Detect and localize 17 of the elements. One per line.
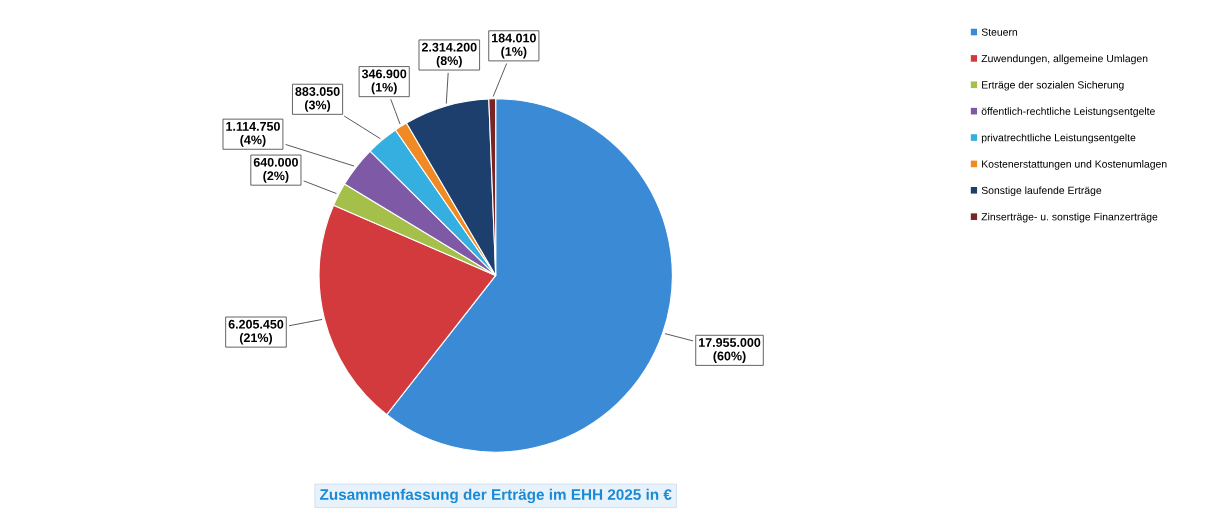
legend-label: öffentlich-rechtliche Leistungsentgelte [981, 107, 1155, 117]
data-label: 1.114.750 (4%) [226, 121, 280, 147]
legend-label: privatrechtliche Leistungsentgelte [981, 133, 1136, 144]
legend-label: Steuern [981, 28, 1018, 36]
data-label: 883.050 (3%) [295, 87, 340, 112]
data-label: 17.955.000 (60%) [699, 338, 761, 363]
text: Zusammenfassung der Erträge im EHH 2025 in € [319, 488, 672, 504]
data-label: 346.900 (1%) [361, 69, 407, 95]
data-label: 6.205.450 (21%) [228, 319, 284, 345]
legend-label: Sonstige laufende Erträge [981, 186, 1102, 197]
legend-label: Erträge der sozialen Sicherung [982, 80, 1124, 91]
legend-label: Kostenerstattungen und Kostenumlagen [982, 160, 1167, 170]
legend-label: Zinserträge- u. sonstige Finanzerträge [981, 212, 1158, 223]
data-label: 2.314.200 (8%) [421, 42, 477, 68]
legend-label: Zuwendungen, allgemeine Umlagen [981, 54, 1148, 65]
data-label: 184.010 (1%) [492, 33, 536, 59]
data-label: 640.000 (2%) [253, 157, 298, 183]
